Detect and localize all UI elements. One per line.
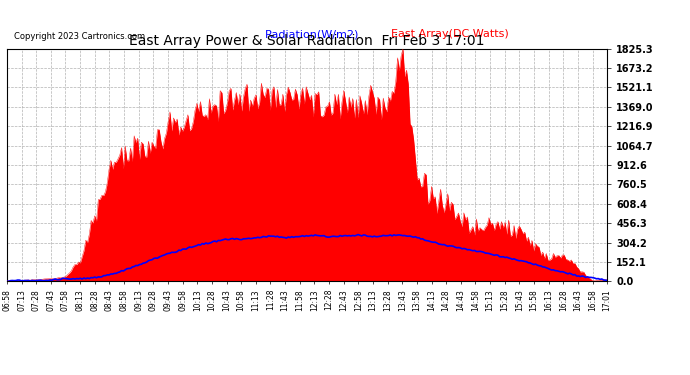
Title: East Array Power & Solar Radiation  Fri Feb 3 17:01: East Array Power & Solar Radiation Fri F… xyxy=(129,34,485,48)
Text: East Array(DC Watts): East Array(DC Watts) xyxy=(391,30,509,39)
Text: Copyright 2023 Cartronics.com: Copyright 2023 Cartronics.com xyxy=(14,32,145,41)
Text: Radiation(W/m2): Radiation(W/m2) xyxy=(265,30,359,39)
